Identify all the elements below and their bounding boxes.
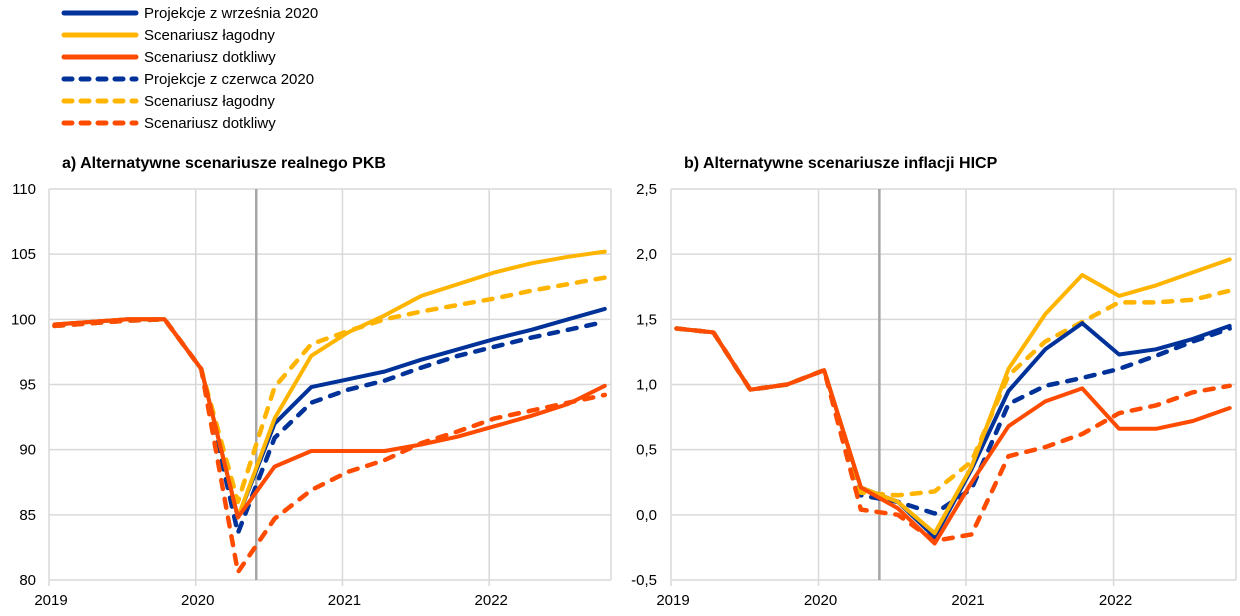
legend-item: Projekcje z czerwca 2020 xyxy=(60,68,318,90)
legend-swatch xyxy=(61,98,139,104)
series-line xyxy=(674,288,1232,498)
x-tick-label: 2020 xyxy=(804,592,837,609)
legend-label: Scenariusz dotkliwy xyxy=(144,48,276,66)
legend-label: Projekcje z czerwca 2020 xyxy=(144,70,315,88)
legend-swatch xyxy=(61,32,139,38)
legend-swatch xyxy=(61,10,139,16)
y-tick-label: 90 xyxy=(19,442,36,459)
y-tick-label: 100 xyxy=(11,311,36,328)
legend-label: Scenariusz dotkliwy xyxy=(144,114,276,132)
x-tick-label: 2022 xyxy=(1099,592,1132,609)
chart-panel-gdp: a) Alternatywne scenariusze realnego PKB… xyxy=(11,155,612,609)
y-tick-label: 0,0 xyxy=(636,507,657,524)
legend-swatch xyxy=(61,54,139,60)
legend-item: Projekcje z września 2020 xyxy=(60,2,318,24)
chart-title: a) Alternatywne scenariusze realnego PKB xyxy=(62,155,386,172)
y-tick-label: 2,5 xyxy=(636,181,657,198)
legend-label: Scenariusz łagodny xyxy=(144,26,275,44)
x-tick-label: 2022 xyxy=(475,592,508,609)
y-tick-label: 2,0 xyxy=(636,246,657,263)
x-tick-label: 2019 xyxy=(656,592,689,609)
legend-swatch xyxy=(61,120,139,126)
legend-item: Scenariusz dotkliwy xyxy=(60,112,318,134)
x-tick-label: 2021 xyxy=(951,592,984,609)
legend-item: Scenariusz łagodny xyxy=(60,24,318,46)
y-tick-label: 1,0 xyxy=(636,377,657,394)
series-line xyxy=(674,326,1232,516)
legend-label: Scenariusz łagodny xyxy=(144,92,275,110)
chart-panel-hicp: b) Alternatywne scenariusze inflacji HIC… xyxy=(631,155,1237,609)
series-line xyxy=(52,317,608,536)
legend-item: Scenariusz dotkliwy xyxy=(60,46,318,68)
legend: Projekcje z września 2020 Scenariusz łag… xyxy=(60,2,318,134)
x-tick-label: 2021 xyxy=(328,592,361,609)
chart-title: b) Alternatywne scenariusze inflacji HIC… xyxy=(684,155,998,172)
y-tick-label: 105 xyxy=(11,246,36,263)
series-line xyxy=(52,275,608,505)
y-tick-label: 80 xyxy=(19,572,36,589)
y-tick-label: 0,5 xyxy=(636,442,657,459)
y-tick-label: 85 xyxy=(19,507,36,524)
legend-swatch xyxy=(61,76,139,82)
y-tick-label: 1,5 xyxy=(636,311,657,328)
x-tick-label: 2019 xyxy=(34,592,67,609)
y-tick-label: 110 xyxy=(12,181,36,198)
series-line xyxy=(52,317,608,575)
legend-item: Scenariusz łagodny xyxy=(60,90,318,112)
legend-label: Projekcje z września 2020 xyxy=(144,4,319,22)
x-tick-label: 2020 xyxy=(181,592,214,609)
series-line xyxy=(52,317,607,520)
series-line xyxy=(674,326,1232,546)
y-tick-label: -0,5 xyxy=(631,572,657,589)
y-tick-label: 95 xyxy=(19,377,36,394)
